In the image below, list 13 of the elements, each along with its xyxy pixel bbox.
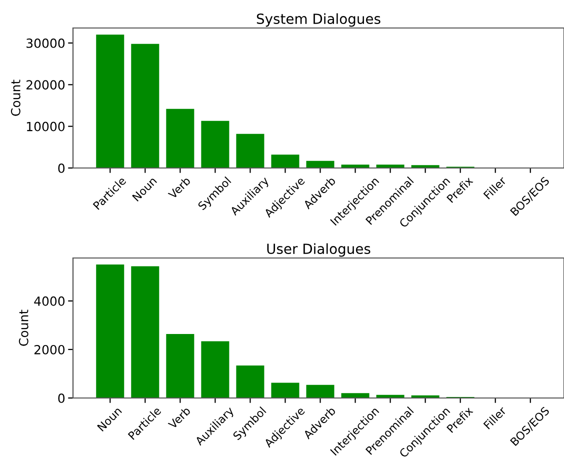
- chart-title: User Dialogues: [267, 243, 370, 257]
- x-tick-label: Verb: [168, 176, 191, 200]
- y-tick-label: 2000: [34, 344, 65, 354]
- y-tick-label: 30000: [26, 38, 65, 48]
- chart-title: System Dialogues: [256, 13, 380, 27]
- y-tick-label: 0: [58, 163, 65, 173]
- y-axis-title: Count: [18, 310, 28, 346]
- y-axis-title: Count: [10, 80, 20, 116]
- x-tick-label: Verb: [168, 406, 191, 430]
- y-tick-label: 10000: [26, 122, 65, 132]
- y-tick-label: 20000: [26, 80, 65, 90]
- y-tick-label: 4000: [34, 296, 65, 306]
- y-tick-label: 0: [58, 393, 65, 403]
